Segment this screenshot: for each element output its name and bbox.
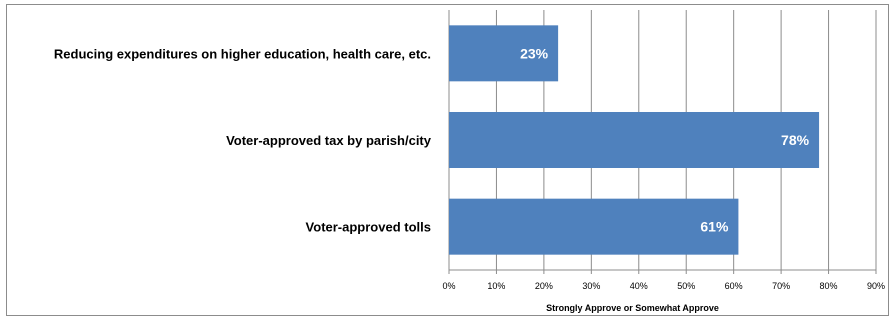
category-label: Voter-approved tax by parish/city <box>226 133 432 148</box>
bar <box>449 112 820 168</box>
x-tick-label: 0% <box>442 281 455 291</box>
x-tick-label: 40% <box>630 281 648 291</box>
data-label: 78% <box>781 132 810 148</box>
x-tick-label: 20% <box>535 281 553 291</box>
data-label: 23% <box>520 45 549 61</box>
x-tick-label: 60% <box>725 281 743 291</box>
x-tick-label: 70% <box>772 281 790 291</box>
bar <box>449 198 739 255</box>
x-tick-label: 10% <box>487 281 505 291</box>
x-tick-label: 50% <box>677 281 695 291</box>
bar <box>449 25 559 82</box>
x-tick-label: 30% <box>582 281 600 291</box>
data-label: 61% <box>700 219 729 235</box>
category-label: Voter-approved tolls <box>306 220 431 235</box>
x-tick-label: 90% <box>867 281 885 291</box>
category-label: Reducing expenditures on higher educatio… <box>54 46 431 61</box>
x-tick-label: 80% <box>820 281 838 291</box>
x-axis-title: Strongly Approve or Somewhat Approve <box>546 303 719 313</box>
